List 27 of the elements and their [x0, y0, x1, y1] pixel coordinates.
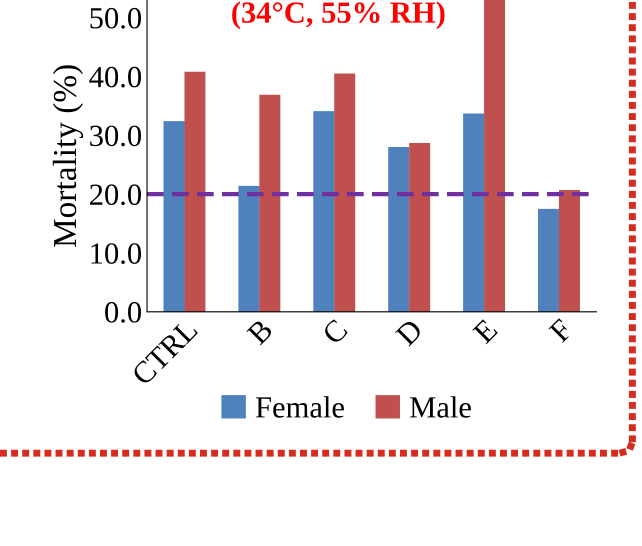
bar: [538, 208, 559, 312]
bar: [388, 147, 410, 312]
legend-label: Male: [410, 396, 471, 418]
y-tick-label: 40.0: [89, 66, 141, 88]
x-tick-label: C: [321, 318, 348, 346]
y-axis-title: Mortality (%): [52, 65, 84, 248]
x-tick-label: F: [548, 318, 574, 344]
bar: [184, 72, 206, 312]
bar: [484, 0, 506, 312]
x-tick-label: B: [246, 318, 274, 346]
bar: [409, 142, 430, 312]
y-tick-label: 20.0: [90, 184, 141, 206]
y-tick-label: 0.0: [105, 302, 141, 323]
bar: [259, 94, 280, 312]
y-tick-label: 30.0: [90, 126, 141, 146]
y-tick-label: 10.0: [91, 243, 141, 264]
bar: [313, 111, 334, 312]
bar: [334, 74, 356, 312]
bar: [463, 114, 484, 312]
chart-title: (34°C, 55% RH): [232, 1, 445, 30]
x-tick-label: E: [472, 318, 498, 344]
bar: [238, 186, 260, 312]
y-tick-label: 50.0: [90, 8, 141, 29]
bar: [558, 190, 580, 312]
x-tick-label: D: [395, 318, 424, 347]
bar: [163, 121, 184, 312]
legend-label: Female: [256, 396, 344, 418]
